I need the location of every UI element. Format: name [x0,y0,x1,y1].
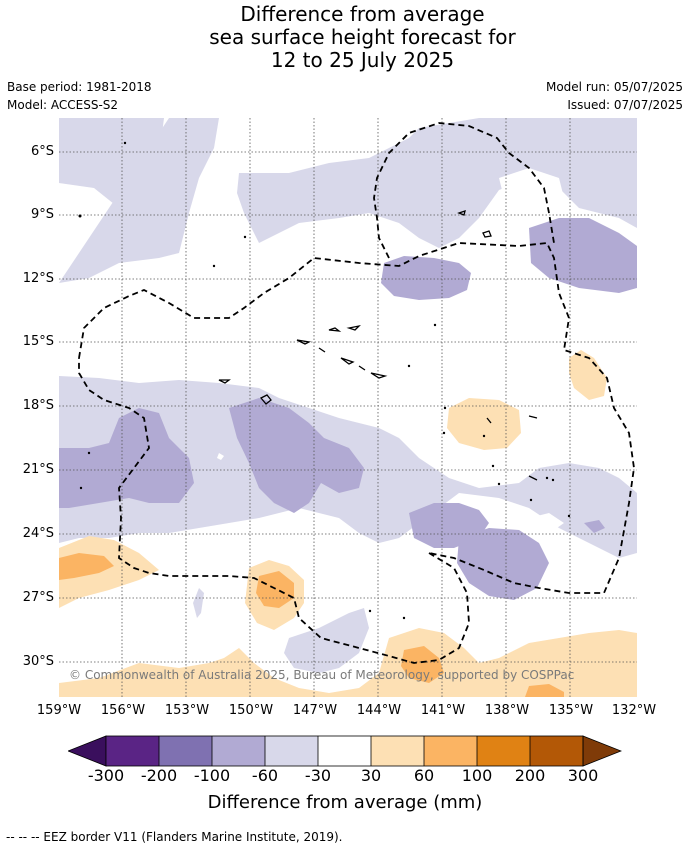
colorbar-tick: -300 [87,766,125,785]
colorbar-seg [530,736,583,766]
colorbar-tick: -30 [304,766,332,785]
colorbar-tick: 200 [514,766,546,785]
colorbar-label: Difference from average (mm) [207,792,483,813]
lon-label: 159°W [36,703,82,718]
colorbar-tick: 100 [461,766,493,785]
map-panel [59,118,637,697]
copyright-text: © Commonwealth of Australia 2025, Bureau… [69,668,575,682]
lon-label: 141°W [420,703,466,718]
colorbar-seg [212,736,265,766]
colorbar-tick: -60 [251,766,279,785]
islands [218,210,538,481]
colorbar-seg [318,736,371,766]
colorbar-seg [106,736,159,766]
anomaly-medium-orange [59,553,564,697]
lat-label: 6°S [30,144,54,159]
lon-label: 147°W [292,703,338,718]
lat-label: 21°S [22,462,54,477]
lat-label: 27°S [22,590,54,605]
eez-legend-note: -- -- -- EEZ border V11 (Flanders Marine… [6,830,343,844]
colorbar-tick: 60 [413,766,435,785]
meta-right: Model run: 05/07/2025 Issued: 07/07/2025 [546,78,683,114]
lon-label: 144°W [356,703,402,718]
lon-label: 156°W [100,703,146,718]
lat-label: 18°S [22,398,54,413]
anomaly-medium-purple [59,218,637,600]
colorbar-arrow-left [68,735,107,767]
model-run: Model run: 05/07/2025 [545,80,683,94]
colorbar [68,735,622,767]
model-name: Model: ACCESS-S2 [7,98,119,112]
lon-label: 132°W [611,703,657,718]
lat-label: 24°S [22,526,54,541]
eez-border [78,122,635,664]
lon-label: 153°W [164,703,210,718]
colorbar-seg [371,736,424,766]
colorbar-seg [159,736,212,766]
lon-label: 135°W [548,703,594,718]
map-title: Difference from average sea surface heig… [209,2,516,72]
island-dots [78,141,571,620]
colorbar-seg [265,736,318,766]
lat-label: 12°S [22,271,54,286]
lat-label: 9°S [30,207,54,222]
colorbar-tick: -200 [140,766,178,785]
colorbar-dividers [158,736,531,766]
issued-date: Issued: 07/07/2025 [567,98,683,112]
lat-label: 15°S [22,334,54,349]
sea-surface-map [59,118,637,697]
colorbar-seg [424,736,477,766]
lat-label: 30°S [22,654,54,669]
colorbar-seg [477,736,530,766]
lon-label: 138°W [484,703,530,718]
colorbar-frame [105,735,584,767]
colorbar-tick: -100 [193,766,231,785]
base-period: Base period: 1981-2018 [7,80,152,94]
colorbar-tick: 30 [360,766,382,785]
meta-left: Base period: 1981-2018 Model: ACCESS-S2 [7,78,152,114]
lon-label: 150°W [228,703,274,718]
colorbar-arrow-right [582,735,622,767]
colorbar-tick: 300 [567,766,599,785]
